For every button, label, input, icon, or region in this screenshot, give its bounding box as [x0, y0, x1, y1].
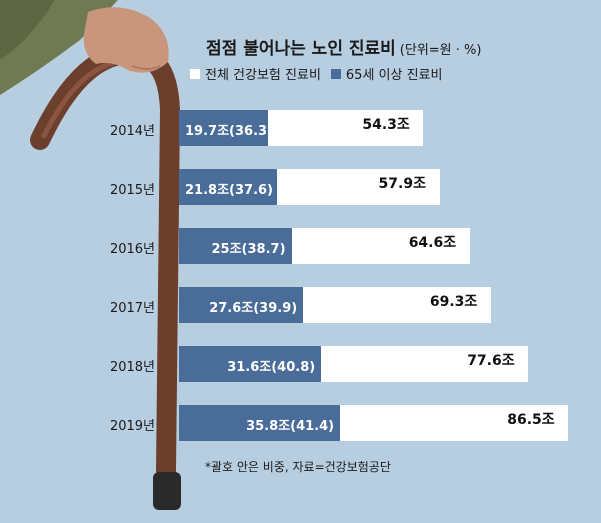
- legend-item-total: 전체 건강보험 진료비: [190, 64, 321, 83]
- year-label: 2019년: [109, 419, 155, 434]
- bar-total-label: 86.5조: [507, 412, 555, 428]
- unit-label: (단위=원 · %): [399, 43, 482, 58]
- cane-tip: [153, 472, 181, 510]
- bar-senior-label: 21.8조(37.6): [185, 183, 273, 198]
- source-note: *괄호 안은 비중, 자료=건강보험공단: [205, 460, 391, 474]
- bar-senior: [179, 346, 322, 382]
- bar-senior-label: 31.6조(40.8): [227, 360, 316, 375]
- bar-total-label: 57.9조: [378, 176, 426, 192]
- bar-senior: [179, 405, 341, 441]
- legend-label-senior: 65세 이상 진료비: [345, 68, 443, 83]
- year-label: 2016년: [109, 242, 155, 257]
- legend: 전체 건강보험 진료비 65세 이상 진료비: [190, 64, 452, 83]
- bar-total-label: 54.3조: [362, 117, 410, 133]
- year-label: 2018년: [109, 360, 155, 375]
- year-label: 2015년: [109, 183, 155, 198]
- chart-title-text: 점점 불어나는 노인 진료비: [206, 39, 396, 59]
- chart-title: 점점 불어나는 노인 진료비 (단위=원 · %): [206, 34, 481, 59]
- bar-senior: [179, 228, 292, 264]
- bar-senior-label: 35.8조(41.4): [246, 419, 335, 434]
- bar-senior-label: 25조(38.7): [211, 242, 286, 257]
- cane-shaft: [30, 44, 181, 480]
- bar-senior-label: 27.6조(39.9): [209, 301, 298, 316]
- bar-total-label: 64.6조: [408, 235, 457, 251]
- legend-swatch-total: [190, 68, 200, 79]
- hand-shape: [83, 7, 169, 73]
- bar-senior: [179, 287, 304, 323]
- bar-senior-label: 19.7조(36.3): [185, 124, 273, 139]
- bar-senior: [179, 110, 268, 146]
- year-label: 2017년: [109, 301, 155, 316]
- legend-item-senior: 65세 이상 진료비: [330, 64, 443, 83]
- year-label: 2014년: [109, 124, 155, 139]
- bar-total-label: 69.3조: [429, 294, 478, 310]
- bar-total-label: 77.6조: [467, 353, 515, 369]
- bar-senior: [179, 169, 278, 205]
- legend-label-total: 전체 건강보험 진료비: [205, 68, 321, 83]
- legend-swatch-senior: [330, 68, 341, 79]
